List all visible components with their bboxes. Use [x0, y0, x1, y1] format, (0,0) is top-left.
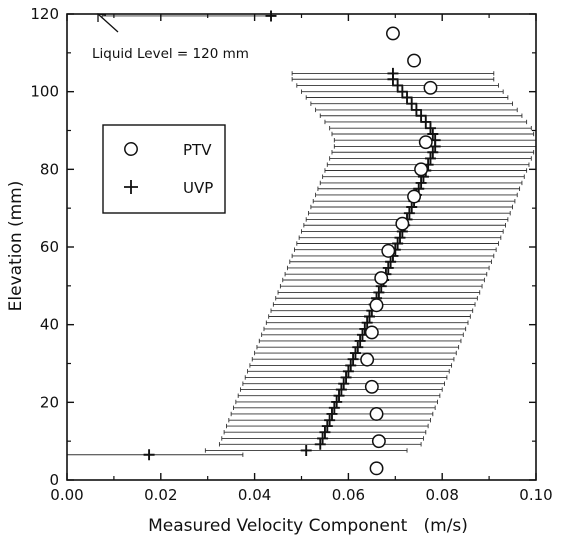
uvp-point: [324, 414, 336, 426]
ptv-point: [407, 189, 422, 204]
x-axis-title: Measured Velocity Component (m/s): [148, 516, 468, 536]
uvp-point: [338, 378, 350, 390]
legend-box: [102, 124, 226, 214]
uvp-point: [387, 67, 399, 79]
x-tick-label: 0.10: [519, 486, 552, 504]
ptv-point: [407, 53, 422, 68]
uvp-point: [354, 335, 366, 347]
uvp-point: [333, 390, 345, 402]
liquid-level-annotation: Liquid Level = 120 mm: [92, 13, 249, 62]
uvp-point: [314, 438, 326, 450]
uvp-point: [321, 420, 333, 432]
ptv-point: [418, 135, 433, 150]
uvp-point: [427, 128, 439, 140]
uvp-point: [392, 79, 404, 91]
x-tick-label: 0.06: [332, 486, 365, 504]
x-tick-label: 0.04: [238, 486, 271, 504]
legend-ptv-label: PTV: [183, 141, 212, 159]
uvp-point: [420, 116, 432, 128]
uvp-point: [406, 201, 418, 213]
annotation-arrow-line: [97, 13, 119, 33]
uvp-point: [345, 359, 357, 371]
y-tick-label: 100: [30, 83, 59, 101]
y-tick-label: 20: [40, 393, 59, 411]
uvp-point: [347, 353, 359, 365]
uvp-error-bars: [66, 13, 537, 457]
uvp-point: [328, 402, 340, 414]
plot-frame: [66, 13, 537, 481]
uvp-point: [403, 207, 415, 219]
y-tick-label: 40: [40, 316, 59, 334]
ptv-point: [374, 271, 389, 286]
y-tick-label: 80: [40, 160, 59, 178]
ptv-point: [423, 80, 438, 95]
y-tick-label: 60: [40, 238, 59, 256]
uvp-point: [396, 86, 408, 98]
annotation-text: Liquid Level = 120 mm: [92, 46, 249, 62]
ptv-point: [364, 325, 379, 340]
ptv-series: [360, 26, 438, 476]
uvp-point: [143, 449, 155, 461]
ptv-point: [360, 352, 375, 367]
uvp-point: [335, 384, 347, 396]
ptv-point: [369, 298, 384, 313]
uvp-point: [317, 432, 329, 444]
uvp-point: [410, 104, 422, 116]
uvp-point: [319, 426, 331, 438]
uvp-point: [373, 286, 385, 298]
uvp-point: [424, 152, 436, 164]
uvp-point: [385, 256, 397, 268]
uvp-point: [427, 146, 439, 158]
y-axis-title: Elevation (mm): [6, 181, 26, 312]
uvp-point: [424, 122, 436, 134]
y-tick-label: 120: [30, 5, 59, 23]
uvp-point: [415, 177, 427, 189]
legend: PTV UVP: [102, 124, 226, 214]
ptv-point: [364, 379, 379, 394]
legend-uvp-label: UVP: [183, 179, 213, 197]
ptv-point: [371, 434, 386, 449]
x-tick-label: 0.00: [50, 486, 83, 504]
ptv-point: [369, 461, 384, 476]
uvp-point: [342, 365, 354, 377]
ptv-point: [414, 162, 429, 177]
uvp-point: [406, 98, 418, 110]
uvp-point: [326, 408, 338, 420]
uvp-point: [394, 232, 406, 244]
uvp-point: [300, 444, 312, 456]
legend-uvp-marker: [124, 180, 138, 194]
uvp-point: [265, 10, 277, 22]
axis-ticks: 0.00 0.02 0.04 0.06 0.08 0.10 0 20 40 60 80 100 120: [30, 5, 552, 504]
x-tick-label: 0.02: [144, 486, 177, 504]
uvp-point: [352, 341, 364, 353]
uvp-point: [361, 317, 373, 329]
annotation-arrow-head: [97, 13, 107, 22]
legend-ptv-marker: [124, 142, 138, 156]
ptv-point: [369, 407, 384, 421]
uvp-point: [382, 262, 394, 274]
ptv-point: [381, 243, 396, 258]
x-tick-label: 0.08: [425, 486, 458, 504]
uvp-point: [340, 371, 352, 383]
uvp-point: [331, 396, 343, 408]
uvp-point: [349, 347, 361, 359]
ptv-point: [386, 26, 400, 41]
uvp-point: [401, 91, 413, 103]
uvp-point: [392, 238, 404, 250]
y-tick-label: 0: [49, 471, 59, 489]
uvp-point: [364, 311, 376, 323]
ptv-point: [395, 216, 410, 231]
uvp-point: [415, 110, 427, 122]
